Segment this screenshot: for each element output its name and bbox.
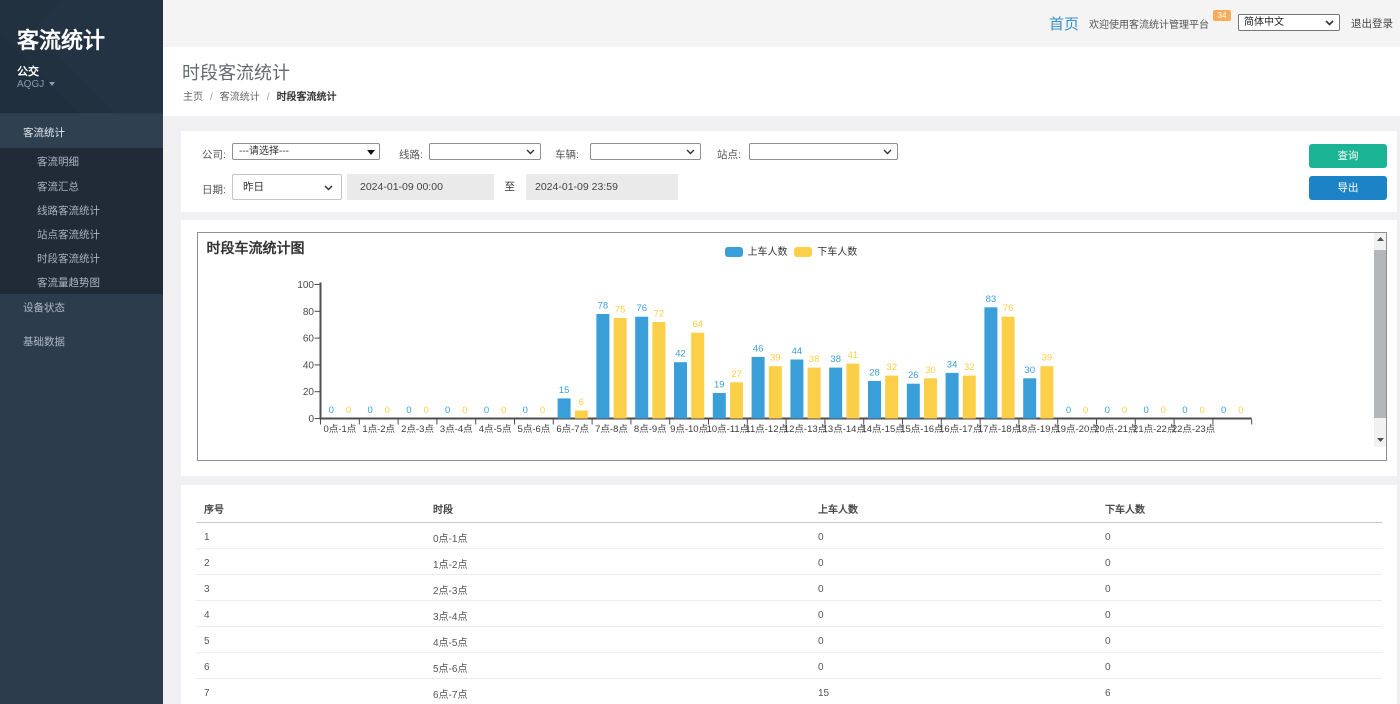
svg-text:0: 0 <box>384 405 389 416</box>
svg-text:100: 100 <box>297 280 314 291</box>
svg-text:32: 32 <box>964 362 975 373</box>
svg-text:9点-10点: 9点-10点 <box>670 424 709 435</box>
svg-text:83: 83 <box>985 294 996 305</box>
svg-text:40: 40 <box>302 360 314 371</box>
svg-text:38: 38 <box>808 354 819 365</box>
svg-text:13点-14点: 13点-14点 <box>822 424 866 435</box>
svg-text:16点-17点: 16点-17点 <box>939 424 983 435</box>
svg-text:0: 0 <box>328 405 333 416</box>
svg-text:39: 39 <box>1041 353 1052 364</box>
svg-text:8点-9点: 8点-9点 <box>633 424 666 435</box>
svg-text:0: 0 <box>367 405 372 416</box>
svg-text:5点-6点: 5点-6点 <box>517 424 550 435</box>
svg-text:0: 0 <box>445 405 450 416</box>
svg-text:12点-13点: 12点-13点 <box>783 424 827 435</box>
svg-text:30: 30 <box>925 365 936 376</box>
svg-text:0: 0 <box>1160 405 1165 416</box>
svg-text:60: 60 <box>302 334 314 345</box>
svg-text:10点-11点: 10点-11点 <box>706 424 749 435</box>
svg-text:80: 80 <box>302 307 314 318</box>
svg-text:11点-12点: 11点-12点 <box>745 424 788 435</box>
svg-text:3点-4点: 3点-4点 <box>439 424 472 435</box>
svg-text:0: 0 <box>423 405 428 416</box>
svg-text:0: 0 <box>1065 405 1070 416</box>
svg-text:39: 39 <box>770 353 781 364</box>
svg-text:17点-18点: 17点-18点 <box>977 424 1021 435</box>
svg-text:42: 42 <box>675 349 686 360</box>
svg-text:41: 41 <box>847 350 858 361</box>
svg-text:0: 0 <box>345 405 350 416</box>
svg-text:0: 0 <box>1143 405 1148 416</box>
svg-text:18点-19点: 18点-19点 <box>1016 424 1060 435</box>
svg-text:0: 0 <box>1238 405 1243 416</box>
svg-text:0: 0 <box>1221 405 1226 416</box>
svg-text:20: 20 <box>302 387 314 398</box>
svg-text:19: 19 <box>714 380 725 391</box>
svg-text:38: 38 <box>830 354 841 365</box>
svg-text:20点-21点: 20点-21点 <box>1094 424 1138 435</box>
svg-text:30: 30 <box>1024 365 1035 376</box>
svg-text:22点-23点: 22点-23点 <box>1171 424 1215 435</box>
svg-text:76: 76 <box>636 303 647 314</box>
svg-text:32: 32 <box>886 362 897 373</box>
svg-text:6: 6 <box>578 397 583 408</box>
svg-text:0: 0 <box>308 414 314 425</box>
svg-text:14点-15点: 14点-15点 <box>861 424 905 435</box>
svg-text:34: 34 <box>946 359 957 370</box>
svg-text:0: 0 <box>1182 405 1187 416</box>
svg-text:0: 0 <box>406 405 411 416</box>
svg-text:27: 27 <box>731 369 742 380</box>
svg-text:46: 46 <box>752 343 763 354</box>
svg-text:2点-3点: 2点-3点 <box>401 424 434 435</box>
svg-text:72: 72 <box>653 309 664 320</box>
svg-text:26: 26 <box>908 370 919 381</box>
svg-text:0: 0 <box>483 405 488 416</box>
svg-text:78: 78 <box>597 301 608 312</box>
svg-text:0: 0 <box>539 405 544 416</box>
svg-text:6点-7点: 6点-7点 <box>556 424 589 435</box>
svg-text:7点-8点: 7点-8点 <box>595 424 628 435</box>
svg-text:0: 0 <box>1121 405 1126 416</box>
svg-text:0: 0 <box>1104 405 1109 416</box>
svg-text:15点-16点: 15点-16点 <box>900 424 944 435</box>
svg-text:0: 0 <box>1083 405 1088 416</box>
svg-text:76: 76 <box>1002 303 1013 314</box>
svg-text:15: 15 <box>558 385 569 396</box>
svg-text:28: 28 <box>869 368 880 379</box>
svg-text:21点-22点: 21点-22点 <box>1133 424 1177 435</box>
svg-text:44: 44 <box>791 346 802 357</box>
svg-text:75: 75 <box>614 305 625 316</box>
svg-text:0: 0 <box>462 405 467 416</box>
svg-text:0点-1点: 0点-1点 <box>323 424 356 435</box>
svg-text:64: 64 <box>692 319 703 330</box>
svg-text:1点-2点: 1点-2点 <box>362 424 395 435</box>
svg-text:19点-20点: 19点-20点 <box>1055 424 1099 435</box>
svg-text:0: 0 <box>1199 405 1204 416</box>
svg-text:0: 0 <box>522 405 527 416</box>
svg-text:0: 0 <box>501 405 506 416</box>
svg-text:4点-5点: 4点-5点 <box>478 424 511 435</box>
